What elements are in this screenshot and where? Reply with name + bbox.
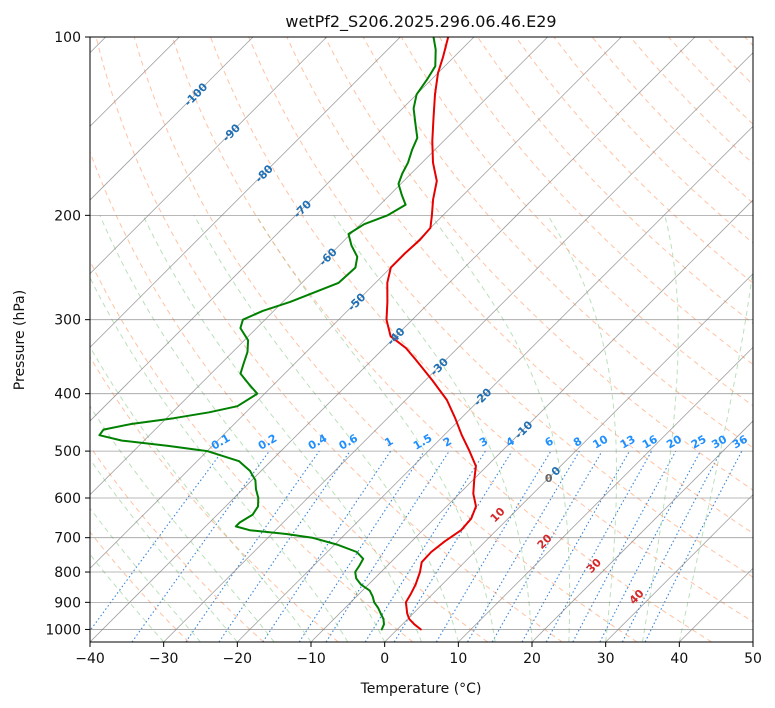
dry-adiabat-line <box>90 356 339 642</box>
isotherm-line <box>90 37 254 201</box>
isotherm-line <box>90 37 327 275</box>
mixing-ratio-line <box>218 450 351 642</box>
mixing-ratio-line <box>521 450 630 642</box>
x-tick-label: 40 <box>670 651 688 667</box>
x-axis-label: Temperature (°C) <box>360 681 482 697</box>
isotherm-line <box>384 273 753 642</box>
x-axis: −40 −30 −20 −10 0 10 20 30 40 50 <box>75 642 762 667</box>
x-tick-label: 20 <box>523 651 541 667</box>
y-tick-label: 600 <box>54 491 81 507</box>
y-axis: 100 200 300 400 500 600 700 800 900 1000 <box>45 30 90 638</box>
isotherms <box>90 37 753 642</box>
y-tick-label: 800 <box>54 565 81 581</box>
mixing-ratio-line <box>644 450 743 642</box>
mixing-ratio-line <box>298 450 425 642</box>
plot-frame <box>89 36 754 643</box>
dry-adiabat-line <box>210 37 753 623</box>
x-tick-label: 10 <box>449 651 467 667</box>
isotherm-line <box>90 37 401 348</box>
x-tick-label: −40 <box>75 651 105 667</box>
dry-adiabat-line <box>90 150 488 642</box>
mixing-ratio-line <box>393 450 513 642</box>
temperature-line <box>385 37 477 631</box>
moist-adiabat-line <box>678 265 753 642</box>
moist-adiabat-line <box>547 215 617 642</box>
moist-adiabat-line <box>90 276 349 642</box>
moist-adiabat-line <box>642 215 679 642</box>
isotherm-line <box>90 37 475 422</box>
y-axis-label: Pressure (hPa) <box>12 290 28 390</box>
dry-adiabat-line <box>515 37 753 284</box>
y-tick-label: 200 <box>54 208 81 224</box>
sounding-series <box>98 37 477 631</box>
x-tick-label: −20 <box>223 651 253 667</box>
mixing-ratio-line <box>90 450 223 632</box>
isotherm-line <box>90 37 548 496</box>
dry-adiabat-line <box>95 37 563 642</box>
isotherm-line <box>90 37 696 642</box>
isotherm-line <box>90 37 622 569</box>
y-tick-label: 300 <box>54 313 81 329</box>
x-tick-label: −10 <box>296 651 326 667</box>
isotherm-line <box>458 346 753 642</box>
x-tick-label: 30 <box>597 651 615 667</box>
moist-adiabat-line <box>90 405 275 642</box>
dry-adiabats <box>90 37 753 642</box>
y-tick-label: 500 <box>54 444 81 460</box>
y-tick-label: 1000 <box>45 622 81 638</box>
moist-adiabat-line <box>90 458 238 642</box>
mixing-ratio-line <box>131 450 270 642</box>
dry-adiabat-line <box>171 37 712 642</box>
y-tick-label: 700 <box>54 531 81 547</box>
isotherm-line <box>605 494 753 642</box>
dry-adiabat-line <box>438 37 753 366</box>
moist-adiabat-line <box>255 215 496 642</box>
dry-adiabat-line <box>248 37 753 578</box>
isotherm-line <box>531 420 753 642</box>
moist-adiabat-line <box>90 553 165 642</box>
y-tick-label: 900 <box>54 595 81 611</box>
mixing-ratio-line <box>262 450 392 642</box>
mixing-ratio-line <box>185 450 320 642</box>
dry-adiabat-line <box>400 37 753 407</box>
dry-adiabat-line <box>90 445 264 642</box>
x-tick-label: −30 <box>149 651 179 667</box>
isotherm-line <box>310 199 753 642</box>
dewpoint-line <box>98 37 437 631</box>
y-tick-label: 100 <box>54 30 81 46</box>
moist-adiabat-line <box>90 345 312 642</box>
moist-adiabat-line <box>333 215 533 642</box>
dry-adiabat-line <box>133 37 638 642</box>
y-tick-label: 400 <box>54 387 81 403</box>
x-tick-label: 0 <box>380 651 389 667</box>
chart-title: wetPf2_S206.2025.296.06.46.E29 <box>285 12 556 32</box>
x-tick-label: 50 <box>744 651 762 667</box>
mixing-ratio-line <box>325 450 450 642</box>
isotherm-label: 0 <box>545 472 553 485</box>
isotherm-line <box>237 125 753 642</box>
mixing-ratio-line <box>572 450 677 642</box>
isotherm-line <box>163 52 753 642</box>
mixing-ratio-line <box>545 450 653 642</box>
mixing-ratio-lines <box>90 450 743 642</box>
moist-adiabat-line <box>193 215 459 642</box>
dry-adiabat-line <box>90 531 190 642</box>
